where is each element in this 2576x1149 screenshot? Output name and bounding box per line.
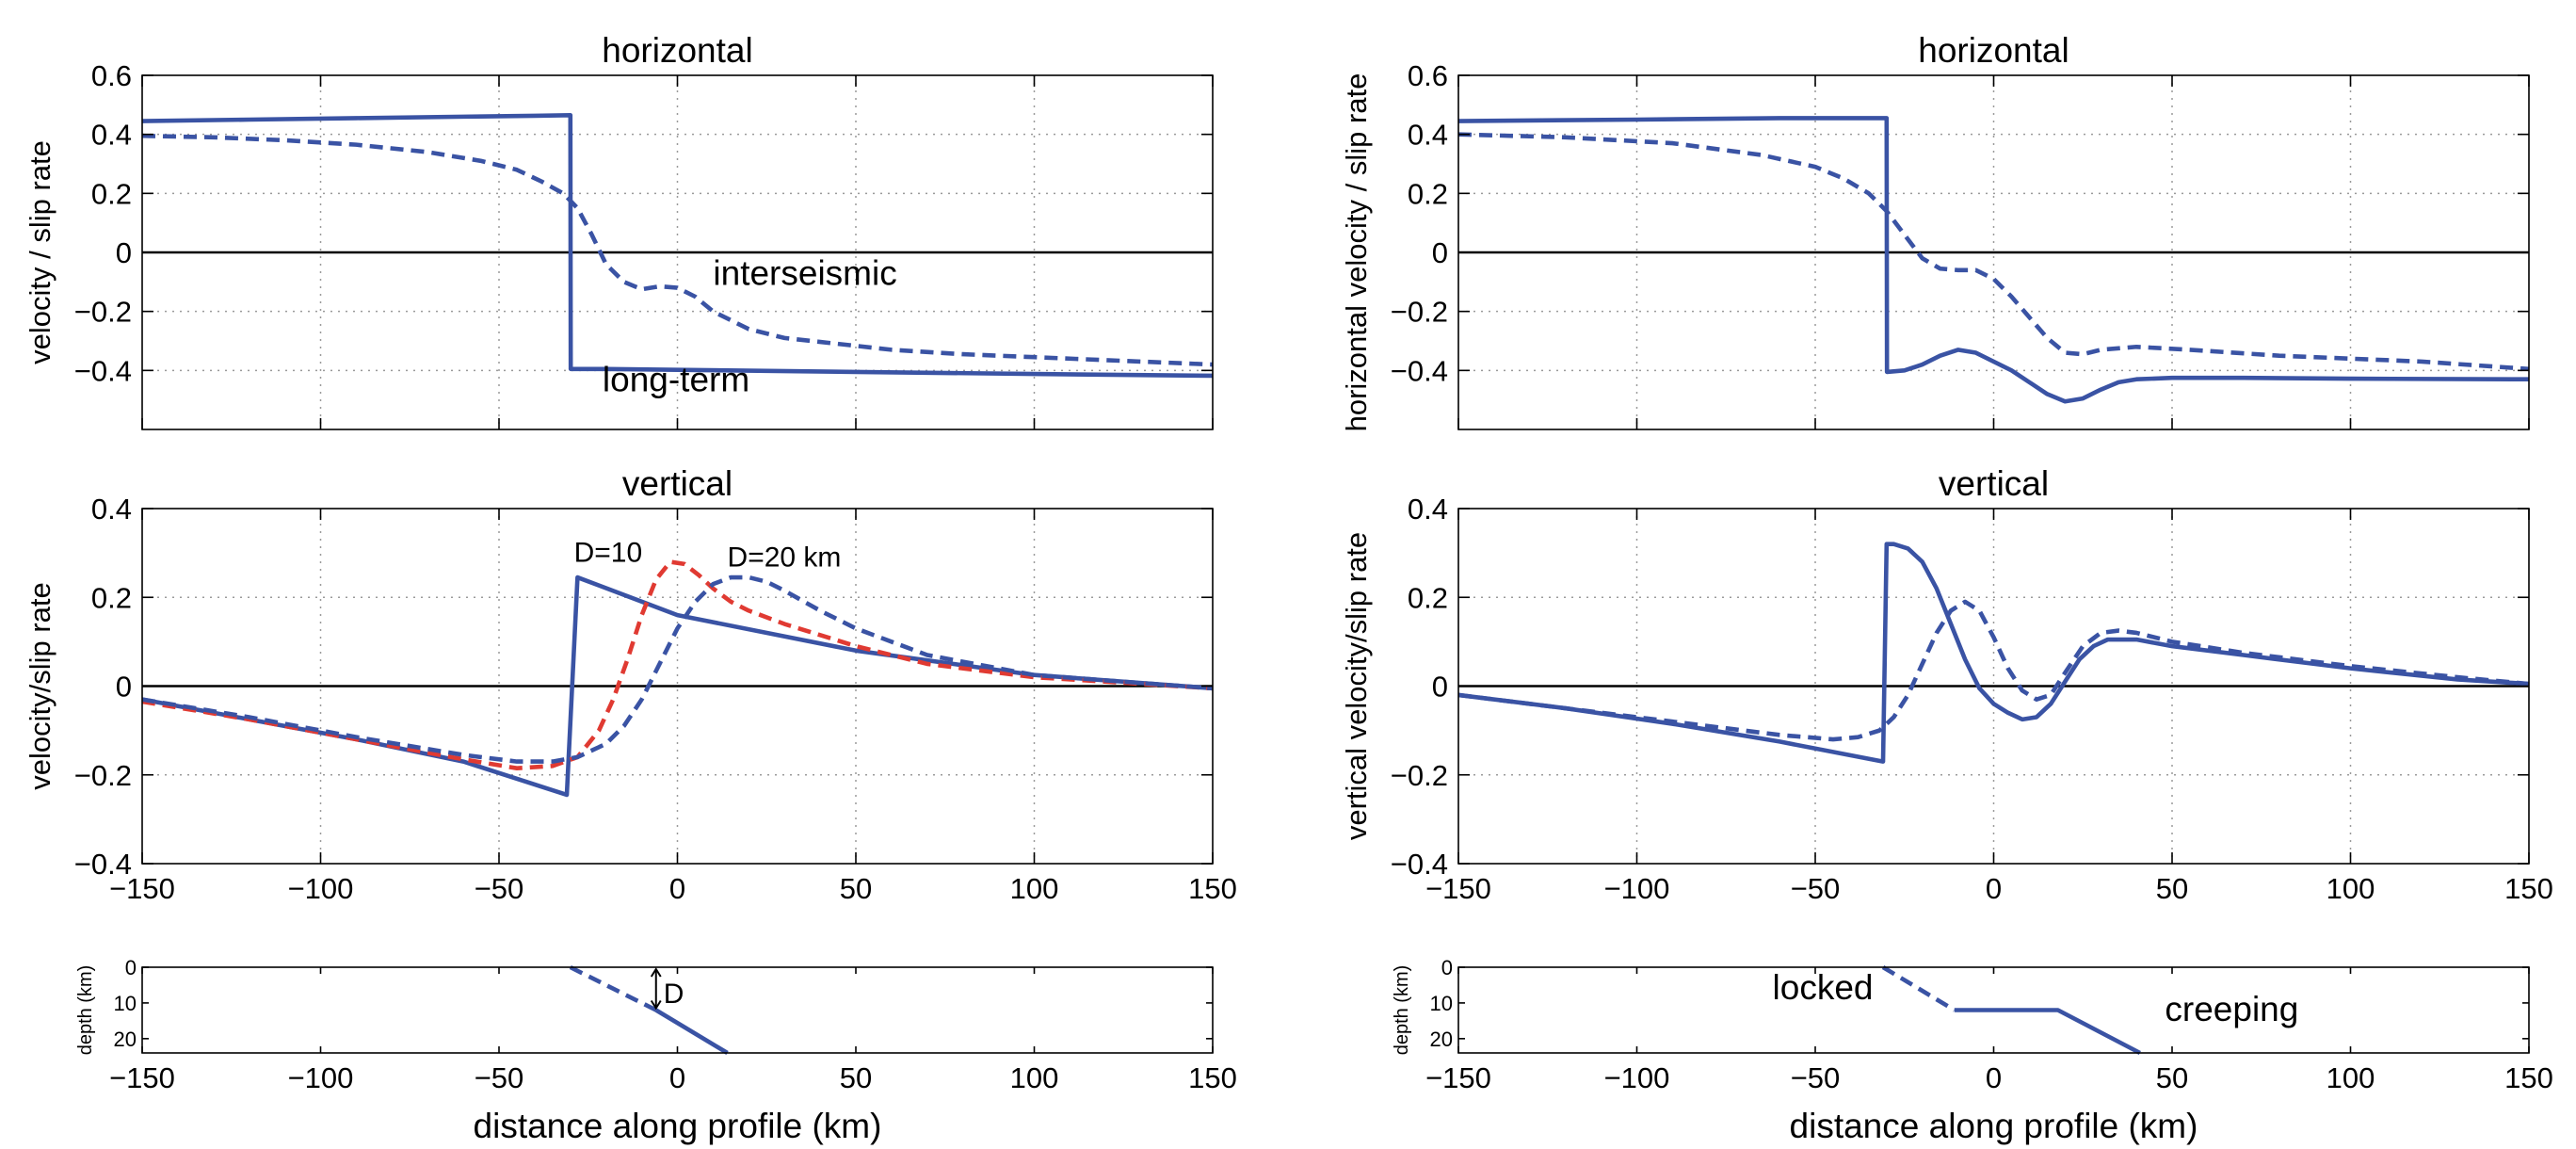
- x-tick-label: −100: [1604, 872, 1670, 905]
- x-tick-label: 150: [2504, 1061, 2553, 1094]
- x-tick-label: 100: [1010, 1061, 1059, 1094]
- y-tick-label: 10: [114, 992, 137, 1015]
- x-tick-label: 100: [2326, 872, 2375, 905]
- panel-left-depth: −150 −100 −50 0 50 100 150 0 10 20 depth (km) dista…: [75, 956, 1237, 1145]
- chart-title: vertical: [1939, 464, 2049, 503]
- x-tick-label: −100: [288, 872, 354, 905]
- series-line-dashed: [141, 559, 1214, 770]
- series-line-solid: [141, 113, 1214, 379]
- annotation-label: D: [664, 979, 684, 1010]
- y-axis-label: depth (km): [75, 965, 96, 1056]
- x-tick-label: −50: [475, 872, 524, 905]
- x-tick-label: 0: [669, 1061, 685, 1094]
- y-tick-label: 20: [114, 1028, 137, 1051]
- series-line-solid: [141, 574, 1214, 798]
- x-tick-label: −150: [1425, 872, 1491, 905]
- y-tick-label: 0: [116, 671, 132, 704]
- x-tick-label: 150: [1188, 872, 1237, 905]
- y-tick-label: −0.4: [1391, 354, 1448, 387]
- y-axis-label: velocity / slip rate: [24, 140, 56, 364]
- y-tick-label: 0: [1441, 956, 1453, 979]
- x-tick-label: 0: [1986, 1061, 2002, 1094]
- annotation-label: D=20 km: [728, 542, 842, 573]
- chart-title: horizontal: [1918, 31, 2069, 70]
- annotation-label: locked: [1773, 968, 1874, 1007]
- y-tick-label: 0.2: [91, 581, 132, 614]
- y-axis-label: vertical velocity/slip rate: [1340, 532, 1373, 840]
- x-tick-label: 150: [2504, 872, 2553, 905]
- x-tick-label: −50: [1791, 872, 1841, 905]
- series-line-solid: [1457, 542, 2530, 764]
- series-line-dashed: [141, 574, 1214, 764]
- panel-right-horizontal: −0.4 −0.2 0 0.2 0.4 0.6 horizontal horizontal v…: [1340, 31, 2530, 432]
- x-tick-label: −150: [1425, 1061, 1491, 1094]
- x-tick-label: −150: [109, 872, 175, 905]
- y-tick-label: 20: [1430, 1028, 1453, 1051]
- annotation-label: creeping: [2165, 990, 2298, 1028]
- x-tick-label: −50: [475, 1061, 524, 1094]
- x-tick-label: 150: [1188, 1061, 1237, 1094]
- series-line-dashed: [1881, 965, 1956, 1012]
- series-line-solid: [654, 1008, 729, 1055]
- x-tick-label: 100: [1010, 872, 1059, 905]
- y-tick-label: 0.4: [91, 119, 132, 152]
- series-line-dashed: [141, 133, 1214, 367]
- panel-left-vertical: −150 −100 −50 0 50 100 150 −0.4 −0.2 0 0.2 0.4 verti…: [24, 464, 1237, 905]
- x-tick-label: 50: [2156, 1061, 2188, 1094]
- x-axis-label: distance along profile (km): [1790, 1107, 2198, 1145]
- y-tick-label: −0.2: [1391, 296, 1448, 329]
- y-axis-label: depth (km): [1392, 965, 1412, 1056]
- y-tick-label: 0: [1432, 671, 1448, 704]
- x-tick-label: 0: [1986, 872, 2002, 905]
- y-tick-label: 0.2: [1408, 581, 1448, 614]
- y-tick-label: −0.2: [74, 296, 132, 329]
- x-tick-label: 50: [840, 1061, 872, 1094]
- panel-right-depth: −150 −100 −50 0 50 100 150 0 10 20 depth (km) dista…: [1392, 956, 2553, 1145]
- y-tick-label: 0.4: [1408, 119, 1448, 152]
- chart-title: vertical: [622, 464, 733, 503]
- panel-left-horizontal: −0.4 −0.2 0 0.2 0.4 0.6 horizontal velocity / s…: [24, 31, 1214, 430]
- x-tick-label: −100: [288, 1061, 354, 1094]
- x-tick-label: −50: [1791, 1061, 1841, 1094]
- y-tick-label: 0: [125, 956, 137, 979]
- annotation-label: D=10: [574, 538, 643, 569]
- series-line-solid: [1457, 116, 2530, 404]
- panel-right-vertical: −150 −100 −50 0 50 100 150 −0.4 −0.2 0 0.2 0.4 verti…: [1340, 464, 2553, 905]
- y-axis-label: velocity/slip rate: [24, 582, 56, 790]
- x-axis-label: distance along profile (km): [474, 1107, 882, 1145]
- y-tick-label: −0.4: [74, 354, 132, 387]
- depth-arrowhead: [650, 967, 662, 978]
- y-axis-label: horizontal velocity / slip rate: [1340, 73, 1373, 432]
- y-tick-label: 0.4: [1408, 493, 1448, 526]
- y-tick-label: 0: [116, 236, 132, 269]
- y-tick-label: 0.2: [1408, 177, 1448, 210]
- y-tick-label: −0.4: [74, 848, 132, 881]
- y-tick-label: 10: [1430, 992, 1453, 1015]
- y-tick-label: 0.6: [1408, 59, 1448, 92]
- series-line-dashed: [1457, 132, 2530, 372]
- series-line-dashed: [569, 964, 657, 1012]
- series-line-solid: [1954, 1008, 2141, 1056]
- x-tick-label: 50: [840, 872, 872, 905]
- x-tick-label: 100: [2326, 1061, 2375, 1094]
- y-tick-label: −0.2: [74, 759, 132, 792]
- annotation-label: long-term: [603, 360, 749, 398]
- y-tick-label: −0.4: [1391, 848, 1448, 881]
- series-line-dashed: [1457, 599, 2530, 742]
- y-tick-label: 0: [1432, 236, 1448, 269]
- x-tick-label: −100: [1604, 1061, 1670, 1094]
- depth-arrowhead: [650, 999, 662, 1011]
- y-tick-label: 0.2: [91, 177, 132, 210]
- y-tick-label: 0.4: [91, 493, 132, 526]
- x-tick-label: 50: [2156, 872, 2188, 905]
- x-tick-label: −150: [109, 1061, 175, 1094]
- y-tick-label: −0.2: [1391, 759, 1448, 792]
- y-tick-label: 0.6: [91, 59, 132, 92]
- x-tick-label: 0: [669, 872, 685, 905]
- annotation-label: interseismic: [713, 253, 896, 292]
- chart-title: horizontal: [602, 31, 752, 70]
